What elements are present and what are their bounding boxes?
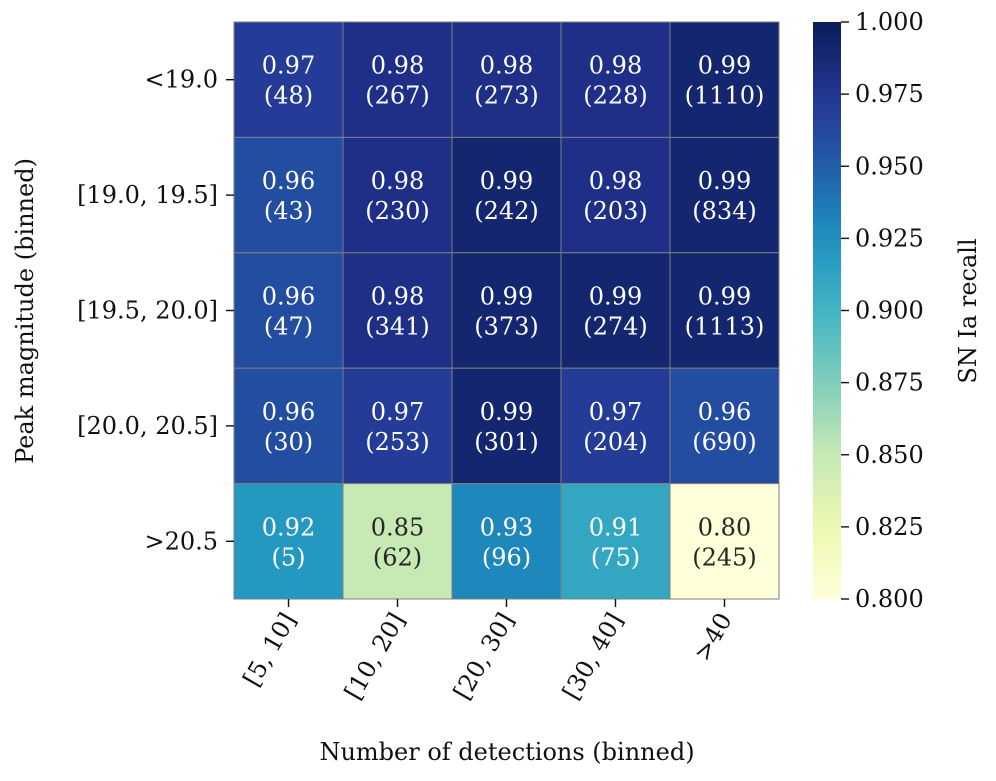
cell-count-label: (242) (474, 197, 539, 225)
cell-value-label: 0.99 (480, 167, 533, 195)
colorbar-axis: 0.800 0.825 0.850 0.875 0.900 0.925 0.950 0.975… (841, 8, 924, 613)
cell-value-label: 0.96 (262, 283, 315, 311)
colorbar-tick-label: 0.900 (855, 297, 924, 325)
colorbar-tick-label: 0.800 (855, 585, 924, 613)
heatmap-cell (233, 136, 344, 254)
cell-value-label: 0.91 (589, 513, 642, 541)
cell-count-label: (274) (583, 313, 648, 341)
cell-count-label: (230) (365, 197, 430, 225)
cell-count-label: (203) (583, 197, 648, 225)
cell-value-label: 0.98 (589, 167, 642, 195)
heatmap-cell (451, 367, 562, 485)
cell-value-label: 0.97 (589, 398, 642, 426)
cell-count-label: (204) (583, 428, 648, 456)
cell-value-label: 0.80 (698, 513, 751, 541)
cell-value-label: 0.97 (371, 398, 424, 426)
heatmap-cell (451, 21, 562, 138)
heatmap-cell (233, 252, 344, 369)
heatmap-cell (669, 21, 780, 138)
cell-count-label: (5) (272, 543, 306, 571)
cell-count-label: (301) (474, 428, 539, 456)
heatmap-cell (560, 21, 671, 138)
cell-count-label: (373) (474, 313, 539, 341)
heatmap-cell (669, 483, 780, 600)
cell-count-label: (267) (365, 82, 430, 110)
cell-count-label: (96) (482, 543, 531, 571)
cell-value-label: 0.96 (262, 398, 315, 426)
heatmap-cell (342, 252, 453, 369)
cell-count-label: (48) (264, 82, 313, 110)
cell-count-label: (43) (264, 197, 313, 225)
cell-count-label: (253) (365, 428, 430, 456)
heatmap-cell (560, 367, 671, 485)
cell-count-label: (245) (692, 543, 757, 571)
cell-value-label: 0.99 (698, 283, 751, 311)
cell-value-label: 0.98 (371, 283, 424, 311)
heatmap-cell (342, 21, 453, 138)
heatmap-cell (342, 483, 453, 600)
heatmap-cells: 0.97(48)0.98(267)0.98(273)0.98(228)0.99(… (233, 21, 780, 600)
colorbar-tick-label: 0.975 (855, 80, 924, 108)
cell-value-label: 0.99 (589, 283, 642, 311)
heatmap-cell (669, 136, 780, 254)
cell-count-label: (690) (692, 428, 757, 456)
colorbar-tick-label: 0.925 (855, 224, 924, 252)
x-tick-label: [5, 10] (238, 608, 302, 691)
cell-value-label: 0.96 (262, 167, 315, 195)
cell-count-label: (273) (474, 82, 539, 110)
y-tick-label: >20.5 (144, 527, 218, 555)
cell-value-label: 0.99 (480, 398, 533, 426)
x-axis: [5, 10] [10, 20] [20, 30] [30, 40] >40 (238, 599, 738, 704)
colorbar-tick-label: 0.875 (855, 369, 924, 397)
heatmap-cell (451, 252, 562, 369)
cell-value-label: 0.92 (262, 513, 315, 541)
cell-count-label: (341) (365, 313, 430, 341)
cell-count-label: (1110) (685, 82, 765, 110)
cell-value-label: 0.96 (698, 398, 751, 426)
cell-value-label: 0.98 (371, 167, 424, 195)
colorbar (813, 22, 841, 599)
cell-count-label: (62) (373, 543, 422, 571)
cell-count-label: (834) (692, 197, 757, 225)
colorbar-tick-label: 1.000 (855, 8, 924, 36)
x-tick-label: [30, 40] (557, 608, 629, 704)
y-tick-label: [19.0, 19.5] (77, 181, 218, 209)
heatmap-cell (342, 367, 453, 485)
cell-value-label: 0.93 (480, 513, 533, 541)
x-tick-label: [20, 30] (448, 608, 520, 704)
cell-value-label: 0.98 (371, 52, 424, 80)
colorbar-title: SN Ia recall (954, 238, 982, 383)
cell-count-label: (1113) (685, 313, 765, 341)
cell-value-label: 0.99 (698, 52, 751, 80)
cell-value-label: 0.98 (589, 52, 642, 80)
cell-value-label: 0.98 (480, 52, 533, 80)
heatmap-cell (451, 136, 562, 254)
heatmap-cell (669, 252, 780, 369)
colorbar-tick-label: 0.825 (855, 513, 924, 541)
cell-value-label: 0.97 (262, 52, 315, 80)
x-tick-label: >40 (688, 608, 738, 666)
heatmap-cell (560, 483, 671, 600)
heatmap-cell (451, 483, 562, 600)
y-axis: <19.0 [19.0, 19.5] [19.5, 20.0] [20.0, 20.5… (77, 66, 234, 555)
heatmap-cell (560, 252, 671, 369)
y-tick-label: [19.5, 20.0] (77, 297, 218, 325)
heatmap-cell (233, 21, 344, 138)
cell-value-label: 0.85 (371, 513, 424, 541)
y-axis-title: Peak magnitude (binned) (11, 158, 39, 464)
colorbar-tick-label: 0.850 (855, 441, 924, 469)
cell-value-label: 0.99 (480, 283, 533, 311)
x-axis-title: Number of detections (binned) (319, 738, 694, 766)
x-tick-label: [10, 20] (339, 608, 411, 704)
cell-count-label: (228) (583, 82, 648, 110)
y-tick-label: <19.0 (144, 66, 218, 94)
cell-count-label: (47) (264, 313, 313, 341)
y-tick-label: [20.0, 20.5] (77, 412, 218, 440)
cell-count-label: (30) (264, 428, 313, 456)
colorbar-tick-label: 0.950 (855, 152, 924, 180)
cell-count-label: (75) (591, 543, 640, 571)
cell-value-label: 0.99 (698, 167, 751, 195)
heatmap-cell (669, 367, 780, 485)
